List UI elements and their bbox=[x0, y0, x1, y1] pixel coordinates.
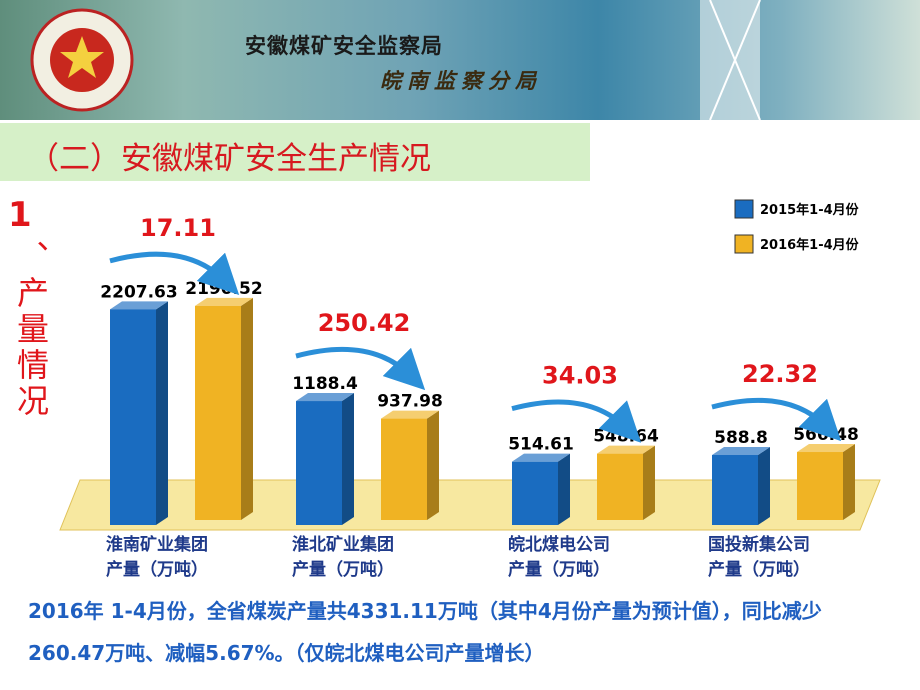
banner: 安徽煤矿安全监察局 皖南监察分局 bbox=[0, 0, 920, 120]
bar bbox=[110, 309, 156, 525]
bar bbox=[597, 453, 643, 520]
category-label: 皖北煤电公司 产量（万吨） bbox=[508, 535, 610, 580]
bar bbox=[195, 305, 241, 520]
bar-side bbox=[758, 447, 770, 525]
category-label: 国投新集公司 产量（万吨） bbox=[708, 535, 810, 580]
bar-top bbox=[712, 447, 770, 456]
bar-side bbox=[342, 393, 354, 525]
bar-top bbox=[195, 297, 253, 306]
bar-side bbox=[241, 297, 253, 520]
bar-top bbox=[597, 445, 655, 454]
section-title: （二）安徽煤矿安全生产情况 bbox=[28, 141, 431, 177]
bar-top bbox=[381, 410, 439, 419]
banner-art bbox=[30, 0, 761, 120]
bar bbox=[512, 461, 558, 525]
bar-top bbox=[797, 444, 855, 453]
bar-side bbox=[156, 301, 168, 525]
side-heading: 、产量情况 bbox=[12, 240, 50, 420]
legend-label: 2015年1-4月份 bbox=[760, 202, 860, 218]
legend-label: 2016年1-4月份 bbox=[760, 237, 860, 253]
bar bbox=[712, 455, 758, 525]
section-bar: （二）安徽煤矿安全生产情况 bbox=[0, 123, 590, 181]
trend-arrow bbox=[109, 251, 240, 295]
difference-label: 250.42 bbox=[318, 309, 411, 337]
branch-name: 皖南监察分局 bbox=[380, 69, 542, 93]
value-label: 1188.4 bbox=[292, 374, 358, 394]
bar-side bbox=[843, 444, 855, 520]
bar bbox=[381, 418, 427, 520]
difference-label: 34.03 bbox=[542, 362, 618, 390]
value-label: 548.64 bbox=[593, 427, 659, 447]
bar-side bbox=[643, 445, 655, 520]
org-name: 安徽煤矿安全监察局 bbox=[245, 34, 443, 58]
bar-side bbox=[558, 453, 570, 525]
difference-label: 17.11 bbox=[140, 214, 216, 242]
category-label: 淮南矿业集团 产量（万吨） bbox=[106, 535, 208, 580]
bar-top bbox=[512, 453, 570, 462]
trend-arrow bbox=[295, 346, 426, 391]
bar bbox=[797, 452, 843, 520]
side-number: 1 bbox=[8, 195, 32, 235]
value-label: 2207.63 bbox=[100, 282, 177, 302]
value-label: 937.98 bbox=[377, 392, 443, 412]
bar-top bbox=[110, 301, 168, 310]
bar-side bbox=[427, 410, 439, 520]
bar bbox=[296, 401, 342, 525]
summary-text: 2016年 1-4月份，全省煤炭产量共4331.11万吨（其中4月份产量为预计值… bbox=[28, 599, 822, 665]
legend-swatch bbox=[734, 199, 754, 219]
value-label: 514.61 bbox=[508, 435, 574, 455]
trend-arrow bbox=[511, 399, 642, 443]
trend-arrow bbox=[711, 397, 842, 442]
category-label: 淮北矿业集团 产量（万吨） bbox=[292, 535, 394, 580]
value-label: 588.8 bbox=[714, 428, 768, 448]
legend-swatch bbox=[734, 234, 754, 254]
difference-label: 22.32 bbox=[742, 360, 818, 388]
bar-top bbox=[296, 393, 354, 402]
